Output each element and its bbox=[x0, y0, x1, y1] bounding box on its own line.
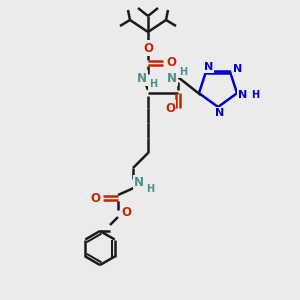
Text: H: H bbox=[146, 184, 154, 194]
Text: O: O bbox=[143, 41, 153, 55]
Text: O: O bbox=[165, 101, 175, 115]
Text: O: O bbox=[90, 191, 100, 205]
Text: H: H bbox=[149, 79, 157, 89]
Text: N: N bbox=[215, 108, 225, 118]
Text: N: N bbox=[204, 62, 213, 72]
Text: H: H bbox=[251, 90, 259, 100]
Text: O: O bbox=[166, 56, 176, 70]
Text: N: N bbox=[137, 71, 147, 85]
Text: N: N bbox=[233, 64, 242, 74]
Text: O: O bbox=[121, 206, 131, 220]
Text: N: N bbox=[134, 176, 144, 190]
Text: N: N bbox=[238, 90, 247, 100]
Text: H: H bbox=[179, 67, 187, 77]
Text: N: N bbox=[167, 71, 177, 85]
